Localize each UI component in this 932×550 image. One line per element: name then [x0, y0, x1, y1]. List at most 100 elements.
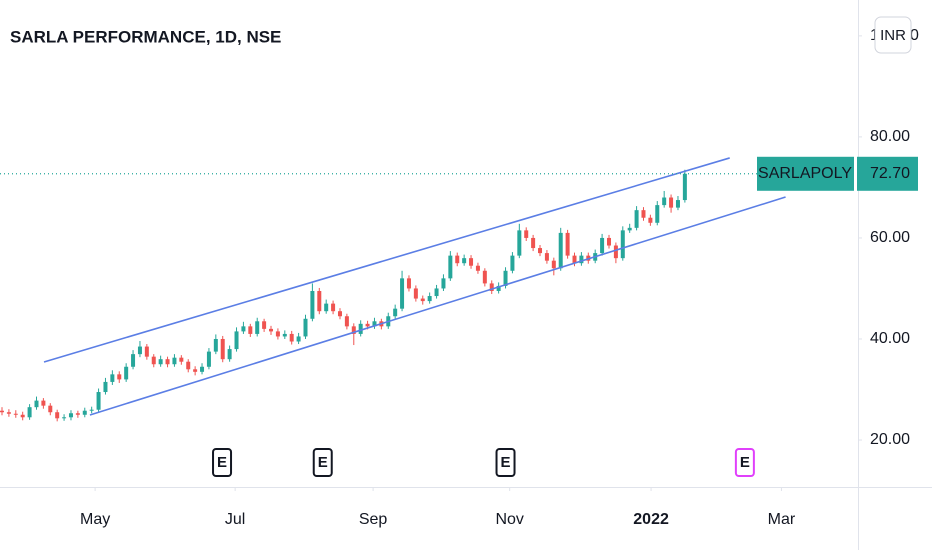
candle-body — [393, 308, 398, 317]
candle-body — [620, 230, 625, 259]
candle-body — [503, 270, 508, 286]
event-label: E — [740, 454, 750, 471]
event-label: E — [318, 454, 328, 471]
candle-body — [213, 338, 218, 352]
candle-body — [282, 333, 287, 337]
event-label: E — [217, 454, 227, 471]
candle-body — [165, 359, 170, 365]
candle-body — [613, 245, 618, 259]
candle-body — [655, 205, 660, 223]
event-marker — [212, 448, 233, 477]
candle-body — [641, 210, 646, 218]
candle-body — [82, 410, 87, 415]
candle-body — [517, 230, 522, 256]
candle-body — [475, 265, 480, 271]
event-marker — [734, 448, 755, 477]
candle-body — [13, 413, 18, 415]
x-tick-label: Jul — [225, 511, 245, 528]
y-tick-label: 60.00 — [870, 229, 910, 246]
currency-button-frame[interactable] — [874, 16, 912, 54]
candle-body — [531, 237, 536, 249]
candle-body — [448, 255, 453, 279]
axes: May Jul Sep Nov 2022 Mar — [80, 487, 796, 528]
candle-body — [344, 316, 349, 327]
candle-body — [110, 374, 115, 382]
candle-body — [579, 255, 584, 264]
candle-body — [144, 346, 149, 357]
candle-body — [41, 400, 46, 406]
candle-body — [400, 278, 405, 309]
candle-body — [434, 288, 439, 297]
symbol-label: SARLAPOLY — [758, 165, 852, 182]
candle-body — [241, 326, 246, 332]
currency-label[interactable]: INR — [880, 27, 906, 44]
candle-body — [627, 227, 632, 231]
candle-body — [365, 323, 370, 327]
candle-body — [234, 331, 239, 350]
candle-body — [462, 258, 467, 264]
trend-line — [89, 196, 786, 416]
candle-body — [572, 255, 577, 264]
candle-body — [669, 197, 674, 208]
candle-body — [206, 351, 211, 367]
candle-body — [427, 296, 432, 302]
candle-body — [544, 253, 549, 261]
y-tick-label: 80.00 — [870, 128, 910, 145]
candle-body — [124, 366, 129, 380]
candle-body — [420, 298, 425, 302]
candle-body — [331, 303, 336, 312]
currency-button[interactable]: INR — [874, 16, 912, 54]
candle-body — [496, 285, 501, 291]
candle-body — [275, 331, 280, 337]
symbol-badge — [757, 156, 854, 191]
candle-body — [662, 197, 667, 206]
x-tick-label: Sep — [359, 511, 388, 528]
candle-body — [675, 200, 680, 208]
candle-body — [551, 260, 556, 269]
x-tick-label: Nov — [495, 511, 523, 528]
candle-body — [27, 407, 32, 418]
trend-line — [43, 157, 730, 363]
candle-body — [193, 369, 198, 372]
candle-body — [20, 414, 25, 418]
candle-body — [351, 326, 356, 334]
candle-body — [0, 410, 5, 413]
y-tick-label: 40.00 — [870, 330, 910, 347]
candle-body — [6, 412, 11, 414]
y-tick-label: 20.00 — [870, 431, 910, 448]
event-label: E — [501, 454, 511, 471]
event-marker — [495, 448, 516, 477]
candle-body — [510, 255, 515, 271]
candle-body — [455, 255, 460, 264]
candle-body — [538, 248, 543, 254]
candle-body — [648, 217, 653, 223]
x-tick-label: Mar — [768, 511, 796, 528]
candle-body — [337, 311, 342, 317]
candle-body — [172, 357, 177, 365]
candle-body — [634, 210, 639, 228]
candle-body — [227, 349, 232, 360]
candle-body — [200, 366, 205, 372]
candle-body — [269, 328, 274, 332]
candle-body — [255, 321, 260, 334]
candle-body — [75, 413, 80, 415]
candle-body — [289, 333, 294, 342]
candle-body — [103, 381, 108, 393]
candle-body — [682, 173, 687, 201]
last-price-badge — [857, 156, 918, 191]
candle-body — [48, 405, 53, 413]
candle-body — [158, 359, 163, 365]
candle-body — [524, 230, 529, 238]
candle-body — [248, 326, 253, 334]
event-marker — [312, 448, 333, 477]
candle-body — [413, 288, 418, 299]
candle-body — [372, 321, 377, 327]
candle-body — [34, 400, 39, 408]
candle-body — [317, 290, 322, 312]
candle-body — [151, 356, 156, 365]
candle-body — [296, 336, 301, 342]
candle-body — [482, 270, 487, 284]
candle-body — [489, 283, 494, 291]
